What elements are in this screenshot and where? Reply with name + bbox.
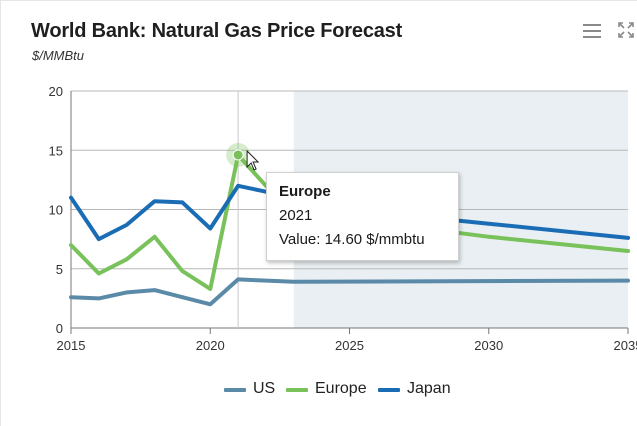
chart-title: World Bank: Natural Gas Price Forecast <box>31 20 403 42</box>
y-tick-label-10: 10 <box>49 203 63 218</box>
legend-swatch-europe <box>286 388 308 392</box>
highlight-point <box>232 149 244 161</box>
fullscreen-expand-icon[interactable] <box>616 20 636 40</box>
y-tick-label-5: 5 <box>56 262 63 277</box>
tooltip-year: 2021 <box>279 207 313 224</box>
chart-legend: US Europe Japan <box>1 379 637 401</box>
tooltip-value: Value: 14.60 $/mmbtu <box>279 231 425 248</box>
legend-swatch-us <box>224 388 246 392</box>
x-tick-label-2020: 2020 <box>196 338 225 353</box>
tooltip-series-name: Europe <box>279 183 331 200</box>
x-tick-label-2030: 2030 <box>474 338 503 353</box>
legend-label-europe: Europe <box>315 380 367 397</box>
series-line-us <box>69 277 630 307</box>
legend-label-japan: Japan <box>407 380 451 397</box>
x-tick-label-2025: 2025 <box>335 338 364 353</box>
hamburger-menu-icon[interactable] <box>581 22 603 40</box>
y-tick-label-20: 20 <box>49 84 63 99</box>
legend-label-us: US <box>253 380 276 397</box>
legend-swatch-japan <box>378 388 400 392</box>
x-tick-label-2035: 2035 <box>614 338 637 353</box>
data-tooltip: Europe 2021 Value: 14.60 $/mmbtu <box>266 172 459 261</box>
mouse-cursor-icon <box>246 149 260 171</box>
y-tick-label-15: 15 <box>49 143 63 158</box>
x-tick-label-2015: 2015 <box>57 338 86 353</box>
chart-subtitle: $/MMBtu <box>32 48 85 63</box>
y-tick-label-0: 0 <box>56 321 63 336</box>
